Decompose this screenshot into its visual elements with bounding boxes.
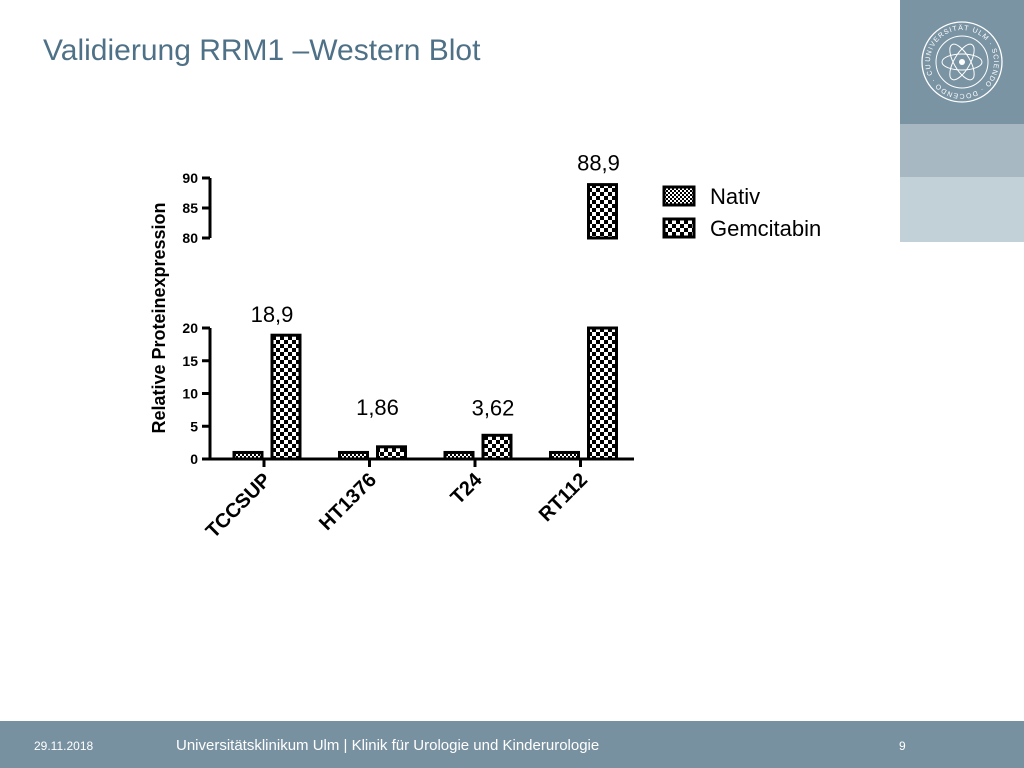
page-number: 9 [899, 739, 906, 753]
y-tick-label: 85 [182, 200, 198, 216]
bar-nativ [232, 450, 264, 461]
legend-swatch [662, 217, 696, 239]
bar-gemcitabin [376, 445, 407, 461]
bar-nativ [443, 450, 475, 461]
brand-block-middle [900, 124, 1024, 177]
seal-lettering: UNIVERSITÄT ULM · SCIENDO · DOCENDO · CU… [920, 20, 998, 99]
chart-text: 0 5 10 15 20 80 85 90 Relative Proteinexpression… [149, 151, 620, 543]
y-tick-label: 80 [182, 230, 198, 246]
chart-bars [232, 183, 618, 461]
brand-color-blocks: UNIVERSITÄT ULM · SCIENDO · DOCENDO · CU… [900, 0, 1024, 242]
data-label: 3,62 [472, 395, 515, 420]
footer-date: 29.11.2018 [34, 739, 94, 753]
brand-block-top: UNIVERSITÄT ULM · SCIENDO · DOCENDO · CU… [900, 0, 1024, 124]
bar-gemcitabin [481, 433, 513, 461]
x-tick-label: HT1376 [315, 469, 381, 535]
bar-gemcitabin-lower [587, 326, 618, 461]
bar-gemcitabin [270, 333, 302, 461]
data-label: 18,9 [251, 302, 294, 327]
y-tick-label: 20 [182, 320, 198, 336]
brand-block-bottom [900, 177, 1024, 242]
bar-gemcitabin-upper [587, 183, 618, 240]
y-tick-label: 10 [182, 386, 198, 402]
y-tick-label: 90 [182, 170, 198, 186]
bar-chart: 0 5 10 15 20 80 85 90 Relative Proteinexpression… [149, 151, 821, 543]
y-tick-label: 5 [190, 418, 198, 434]
slide-title: Validierung RRM1 –Western Blot [43, 34, 481, 67]
bar-nativ [338, 450, 369, 461]
university-seal-icon: UNIVERSITÄT ULM · SCIENDO · DOCENDO · CU… [920, 20, 1003, 103]
x-tick-label: RT112 [535, 469, 592, 526]
footer-bar: 29.11.2018 Universitätsklinikum Ulm | Kl… [0, 721, 1024, 768]
y-axis-label: Relative Proteinexpression [149, 202, 169, 433]
legend-label: Nativ [710, 184, 760, 209]
chart-legend: Nativ Gemcitabin [662, 184, 821, 241]
x-tick-label: T24 [447, 468, 488, 509]
bar-nativ [549, 450, 580, 461]
legend-label: Gemcitabin [710, 216, 821, 241]
y-tick-label: 0 [190, 451, 198, 467]
data-label: 1,86 [356, 395, 399, 420]
y-tick-label: 15 [182, 353, 198, 369]
x-tick-label: TCCSUP [202, 469, 276, 543]
svg-text:UNIVERSITÄT ULM · SCIENDO · DO: UNIVERSITÄT ULM · SCIENDO · DOCENDO · CU… [920, 20, 999, 99]
footer-institution: Universitätsklinikum Ulm | Klinik für Ur… [176, 737, 600, 754]
legend-swatch [662, 185, 696, 207]
data-label: 88,9 [577, 151, 620, 176]
